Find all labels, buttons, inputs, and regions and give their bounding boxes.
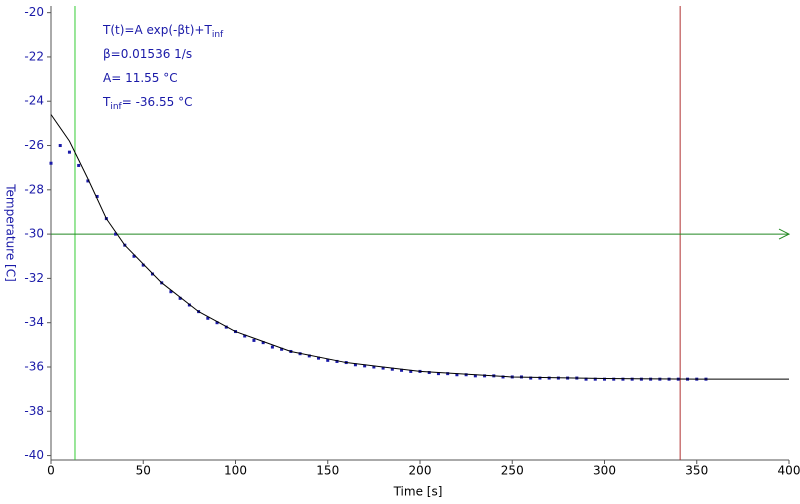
data-point — [178, 296, 182, 300]
y-tick-label: -20 — [24, 5, 44, 19]
data-point — [483, 374, 487, 378]
cursor-arrow — [778, 228, 791, 240]
data-point — [593, 377, 597, 381]
x-tick-label: 250 — [501, 464, 524, 478]
y-tick-label: -30 — [24, 227, 44, 241]
data-point — [473, 374, 477, 378]
data-point — [86, 179, 90, 183]
data-point — [335, 359, 339, 363]
annotation-text: = -36.55 °C — [122, 95, 193, 109]
annotation-text: T(t)=A exp(-βt)+T — [102, 23, 212, 37]
y-axis-label: Temperature [C] — [4, 183, 18, 282]
data-point — [529, 376, 533, 380]
annotation: T(t)=A exp(-βt)+Tinf — [102, 23, 224, 40]
data-point — [538, 376, 542, 380]
data-point — [132, 254, 136, 258]
y-tick-label: -32 — [24, 271, 44, 285]
data-point — [427, 371, 431, 375]
data-point — [280, 347, 284, 351]
annotation-text: A= 11.55 °C — [103, 71, 178, 85]
y-tick-label: -24 — [24, 94, 44, 108]
x-tick-label: 200 — [409, 464, 432, 478]
fit-line — [50, 114, 789, 380]
data-point — [243, 334, 247, 338]
x-tick-label: 150 — [316, 464, 339, 478]
y-tick-label: -26 — [24, 138, 44, 152]
x-axis-label: Time [s] — [393, 485, 443, 499]
data-point — [353, 363, 357, 367]
data-point — [381, 366, 385, 370]
data-point — [501, 375, 505, 379]
y-tick-label: -34 — [24, 315, 44, 329]
x-tick-label: 400 — [778, 464, 800, 478]
y-tick-label: -38 — [24, 404, 44, 418]
data-point — [326, 358, 330, 362]
data-point — [77, 163, 81, 167]
data-point — [390, 367, 394, 371]
data-point — [621, 377, 625, 381]
data-point — [307, 354, 311, 358]
data-point — [400, 368, 404, 372]
data-point — [363, 364, 367, 368]
x-tick-label: 50 — [136, 464, 151, 478]
data-point — [436, 372, 440, 376]
annotation-subscript: inf — [212, 30, 224, 40]
data-point — [584, 377, 588, 381]
data-point — [455, 373, 459, 377]
data-point — [215, 321, 219, 325]
annotation-text: β=0.01536 1/s — [103, 47, 192, 61]
data-point — [95, 194, 99, 198]
data-point — [58, 144, 62, 148]
data-point — [261, 341, 265, 345]
data-point — [409, 369, 413, 373]
annotation: Tinf= -36.55 °C — [102, 95, 192, 112]
data-point — [169, 290, 173, 294]
x-tick-label: 350 — [685, 464, 708, 478]
data-point — [206, 316, 210, 320]
annotation-text: T — [102, 95, 111, 109]
x-tick-label: 0 — [47, 464, 55, 478]
x-tick-label: 300 — [593, 464, 616, 478]
annotation: A= 11.55 °C — [103, 71, 178, 85]
data-point — [252, 338, 256, 342]
data-point — [114, 232, 118, 236]
data-point — [270, 345, 274, 349]
data-point — [612, 377, 616, 381]
y-tick-label: -22 — [24, 49, 44, 63]
data-point — [67, 150, 71, 154]
y-tick-label: -28 — [24, 182, 44, 196]
annotation: β=0.01536 1/s — [103, 47, 192, 61]
data-point — [317, 356, 321, 360]
data-point — [603, 377, 606, 381]
x-tick-label: 100 — [224, 464, 247, 478]
y-tick-label: -40 — [24, 448, 44, 462]
y-tick-label: -36 — [24, 359, 44, 373]
data-point — [464, 373, 468, 377]
data-point — [446, 372, 450, 376]
data-point — [49, 161, 53, 165]
data-point — [141, 263, 145, 267]
annotation-subscript: inf — [110, 102, 122, 112]
data-point — [372, 365, 376, 369]
